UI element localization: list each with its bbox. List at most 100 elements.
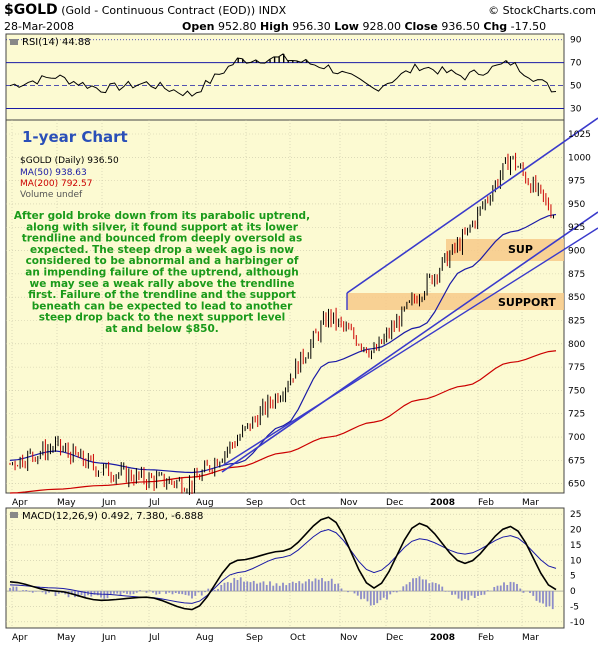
ma50-line [9, 213, 557, 474]
price-bars [9, 152, 554, 495]
chg-label: Chg [483, 20, 508, 33]
date: 28-Mar-2008 [4, 20, 74, 33]
chart-title: 1-year Chart [22, 128, 128, 146]
macd-hist-bar [356, 591, 359, 596]
macd-hist-bar [278, 585, 281, 592]
macd-hist-bar [171, 591, 174, 595]
macd-hist-bar [265, 584, 268, 592]
macd-hist-bar [512, 582, 515, 592]
macd-hist-bar [113, 591, 115, 594]
macd-hist-bar [252, 580, 255, 592]
macd-x-tick-label: Nov [340, 633, 358, 643]
price-tick-label: 900 [568, 247, 585, 257]
macd-hist-bar [67, 591, 70, 598]
macd-hist-bar [311, 581, 314, 592]
macd-icon [10, 512, 18, 518]
macd-hist-bar [506, 584, 509, 592]
macd-hist-bar [444, 591, 447, 592]
macd-hist-bar [272, 585, 275, 592]
macd-hist-bar [522, 591, 525, 593]
macd-hist-bar [389, 591, 392, 595]
macd-hist-bar [340, 588, 343, 592]
macd-hist-bar [441, 586, 444, 592]
macd-hist-bar [282, 582, 284, 592]
macd-x-tick-label: Sep [246, 633, 263, 643]
close-value: 936.50 [441, 20, 480, 33]
macd-hist-bar [197, 591, 200, 593]
macd-hist-bar [399, 590, 401, 592]
macd-x-tick-label: Jun [101, 633, 116, 643]
low-label: Low [334, 20, 359, 33]
macd-hist-bar [295, 582, 297, 592]
macd-hist-bar [464, 591, 466, 599]
macd-x-tick-label: Dec [386, 633, 403, 643]
price-x-tick-label: Aug [196, 498, 214, 508]
macd-hist-bar [129, 591, 132, 595]
macd-x-tick-label: Mar [522, 633, 539, 643]
exchange: INDX [258, 4, 287, 17]
macd-hist-bar [454, 591, 457, 595]
macd-hist-bar [421, 579, 424, 592]
price-tick-label: 775 [568, 363, 585, 373]
macd-hist-bar [321, 578, 323, 592]
price-tick-label: 1025 [568, 130, 591, 140]
macd-hist-bar [230, 582, 232, 592]
macd-hist-bar [223, 582, 226, 592]
macd-hist-bar [220, 585, 223, 592]
macd-hist-bar [519, 588, 522, 592]
macd-tick-label: -10 [570, 618, 585, 628]
commentary-line: beneath can be expected to lead to anoth… [32, 300, 293, 312]
macd-hist-bar [386, 591, 388, 600]
macd-hist-bar [31, 591, 34, 593]
macd-hist-bar [395, 591, 398, 593]
macd-hist-bar [77, 591, 80, 597]
macd-x-tick-label: Aug [196, 633, 214, 643]
macd-hist-bar [70, 591, 73, 595]
macd-hist-bar [542, 591, 544, 604]
macd-signal-line [9, 529, 557, 604]
description: (Gold - Continuous Contract (EOD)) [61, 4, 256, 17]
price-x-tick-label: Jun [101, 498, 116, 508]
macd-hist-bar [376, 591, 379, 604]
macd-hist-bar [22, 590, 24, 592]
commentary-line: considered to be abnormal and a harbinge… [26, 255, 299, 267]
price-tick-label: 725 [568, 410, 585, 420]
macd-hist-bar [408, 582, 411, 592]
macd-hist-bar [434, 583, 437, 592]
macd-hist-bar [204, 591, 206, 593]
macd-hist-bar [291, 581, 294, 592]
macd-x-tick-label: Oct [290, 633, 306, 643]
legend-gold: $GOLD (Daily) 936.50 [20, 156, 119, 166]
macd-hist-bar [285, 585, 288, 592]
price-tick-label: 925 [568, 223, 585, 233]
macd-hist-bar [392, 591, 395, 593]
rsi-grid [6, 39, 564, 110]
price-legend: $GOLD (Daily) 936.50 MA(50) 938.63 MA(20… [20, 156, 119, 200]
macd-hist-bar [467, 591, 470, 601]
macd-x-tick-label: Apr [12, 633, 28, 643]
macd-hist-bar [337, 583, 340, 592]
macd-hist-bar [256, 583, 258, 592]
price-tick-label: 825 [568, 316, 585, 326]
macd-hist-bar [545, 591, 548, 607]
commentary-line: trendline and bounced from deeply overso… [22, 233, 303, 245]
macd-hist-bar [438, 584, 440, 592]
price-x-tick-label: May [57, 498, 76, 508]
chart-header-top: $GOLD (Gold - Continuous Contract (EOD))… [4, 2, 598, 18]
macd-hist-bar [516, 583, 518, 592]
macd-hist-bar [119, 591, 122, 596]
support-label: SUPPORT [498, 296, 556, 309]
price-x-tick-label: Apr [12, 498, 28, 508]
macd-hist-bar [304, 581, 307, 592]
macd-tick-label: 20 [570, 526, 582, 536]
macd-hist-bar [428, 583, 431, 592]
macd-hist-bar [538, 591, 541, 603]
macd-hist-bar [412, 578, 414, 592]
macd-hist-bar [496, 585, 499, 592]
commentary-line: first. Failure of the trendline and the … [28, 289, 296, 301]
price-tick-label: 700 [568, 433, 585, 443]
macd-hist-bar [373, 591, 375, 606]
rsi-label: RSI(14) 44.88 [22, 37, 91, 48]
macd-hist-bar [493, 587, 496, 592]
low-value: 928.00 [362, 20, 401, 33]
